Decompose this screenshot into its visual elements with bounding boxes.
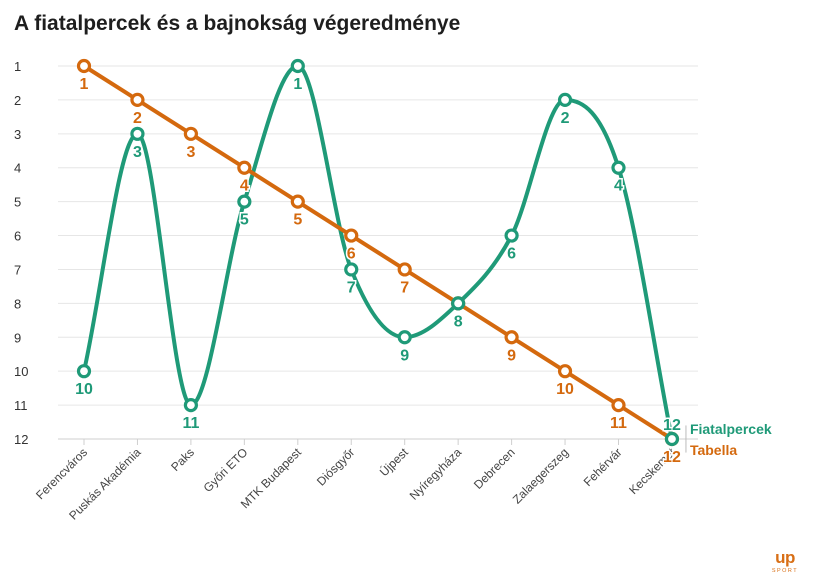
tabella-point <box>76 58 92 74</box>
tabella-point <box>557 364 573 379</box>
tabella-point <box>237 160 252 175</box>
series-points <box>76 58 680 447</box>
tabella-line <box>82 64 674 441</box>
fiatalpercek-data-label: 1 <box>293 76 302 93</box>
x-tick-label: Fehérvár <box>581 445 625 489</box>
fiatalpercek-data-label: 5 <box>240 212 249 229</box>
tabella-point <box>130 92 145 108</box>
fiatalpercek-point <box>611 160 626 175</box>
x-tick-label: Ferencváros <box>33 445 90 502</box>
fiatalpercek-series-label: Fiatalpercek <box>690 421 772 437</box>
y-tick-label: 1 <box>14 59 21 74</box>
x-tick-label: Debrecen <box>471 445 518 492</box>
series-lines <box>82 63 674 441</box>
x-tick-label: Zalaegerszeg <box>510 445 571 506</box>
fiatalpercek-data-label: 9 <box>400 347 409 364</box>
tabella-point <box>397 262 412 277</box>
tabella-data-label: 9 <box>507 347 516 364</box>
x-tick-label: Paks <box>168 445 197 474</box>
tabella-data-label: 4 <box>240 178 249 195</box>
fiatalpercek-point <box>344 262 359 277</box>
fiatalpercek-point <box>504 228 519 243</box>
y-tick-label: 2 <box>14 93 21 108</box>
tabella-data-label: 12 <box>663 449 681 466</box>
fiatalpercek-data-label: 2 <box>561 110 570 127</box>
tabella-data-label: 11 <box>610 415 627 432</box>
y-tick-label: 10 <box>14 364 28 379</box>
tabella-data-label: 1 <box>80 76 89 93</box>
fiatalpercek-data-label: 10 <box>75 381 93 398</box>
y-tick-label: 7 <box>14 262 21 277</box>
y-tick-label: 4 <box>14 161 21 176</box>
tabella-point <box>504 330 519 345</box>
fiatalpercek-point <box>130 126 145 141</box>
grid-layer <box>58 65 698 445</box>
fiatalpercek-point <box>76 364 92 379</box>
fiatalpercek-data-label: 12 <box>663 417 681 434</box>
fiatalpercek-point <box>183 397 198 413</box>
fiatalpercek-point <box>237 194 252 209</box>
y-tick-label: 3 <box>14 127 21 142</box>
fiatalpercek-point <box>664 431 680 447</box>
fiatalpercek-point <box>451 296 466 311</box>
x-tick-label: Újpest <box>376 444 411 479</box>
y-tick-label: 8 <box>14 296 21 311</box>
tabella-data-label: 8 <box>454 313 463 330</box>
tabella-data-label: 7 <box>400 279 409 296</box>
fiatalpercek-data-label: 11 <box>182 415 199 432</box>
x-tick-label: Győri ETO <box>201 445 251 495</box>
y-tick-label: 5 <box>14 195 21 210</box>
tabella-data-label: 6 <box>347 246 356 263</box>
fiatalpercek-point <box>290 58 305 74</box>
fiatalpercek-data-label: 8 <box>454 313 463 330</box>
up-sport-logo: up SPORT <box>770 548 800 578</box>
y-tick-label: 9 <box>14 330 21 345</box>
tabella-point <box>183 126 198 141</box>
logo-subtext: SPORT <box>771 568 799 574</box>
tabella-point <box>344 228 359 243</box>
fiatalpercek-data-label: 6 <box>507 246 516 263</box>
tabella-point <box>611 397 626 413</box>
tabella-data-label: 5 <box>293 212 302 229</box>
tabella-series-label: Tabella <box>690 442 737 458</box>
tabella-data-label: 10 <box>556 381 574 398</box>
x-tick-label: Diósgyőr <box>314 445 357 488</box>
y-tick-label: 11 <box>14 398 28 413</box>
chart-title: A fiatalpercek és a bajnokság végeredmén… <box>14 12 461 35</box>
tabella-data-label: 2 <box>133 110 142 127</box>
y-tick-label: 6 <box>14 229 21 244</box>
logo-mark: up <box>775 548 795 567</box>
x-tick-label: Nyíregyháza <box>407 445 465 503</box>
fiatalpercek-point <box>557 92 573 108</box>
fiatalpercek-point <box>397 330 412 345</box>
fiatalpercek-data-label: 7 <box>347 279 356 296</box>
tabella-point <box>290 194 305 209</box>
y-tick-label: 12 <box>14 432 28 447</box>
tabella-data-label: 3 <box>186 144 195 161</box>
fiatalpercek-data-label: 3 <box>133 144 142 161</box>
fiatalpercek-data-label: 4 <box>614 178 623 195</box>
series-end-labels: Fiatalpercek Tabella <box>685 421 772 458</box>
